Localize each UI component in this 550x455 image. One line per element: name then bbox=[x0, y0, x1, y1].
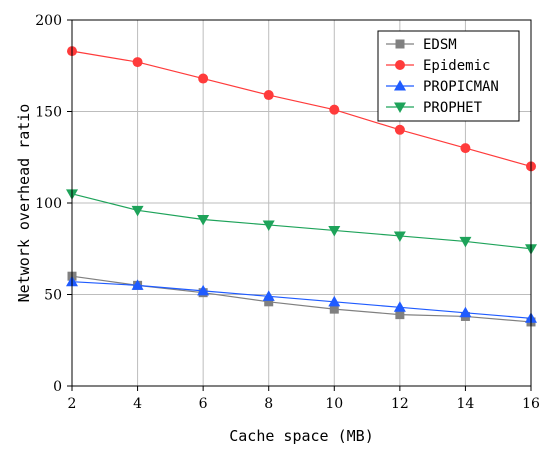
legend-marker bbox=[394, 80, 406, 91]
y-tick-label: 200 bbox=[35, 13, 62, 29]
legend-item-epidemic: Epidemic bbox=[386, 58, 490, 74]
x-axis-title: Cache space (MB) bbox=[229, 427, 374, 445]
tick-marks bbox=[67, 19, 532, 391]
y-tick-label: 0 bbox=[53, 379, 62, 395]
data-point-epidemic bbox=[198, 73, 209, 84]
legend-label: EDSM bbox=[423, 37, 457, 53]
data-point-epidemic bbox=[460, 143, 471, 154]
series-line-prophet bbox=[71, 193, 532, 250]
data-point-edsm bbox=[264, 297, 274, 307]
legend-item-edsm: EDSM bbox=[386, 37, 457, 53]
data-point-edsm bbox=[329, 304, 339, 314]
data-point-epidemic bbox=[329, 104, 340, 115]
data-point-prophet bbox=[131, 205, 144, 217]
legend-marker bbox=[394, 102, 406, 113]
x-tick-label: 4 bbox=[133, 396, 142, 412]
data-point-edsm bbox=[395, 310, 405, 320]
legend: EDSM Epidemic PROPICMAN PROPHET bbox=[377, 30, 520, 122]
data-point-propicman bbox=[197, 284, 210, 296]
series-prophet bbox=[66, 189, 537, 255]
y-tick-label: 150 bbox=[35, 105, 62, 121]
data-point-propicman bbox=[262, 290, 275, 301]
data-point-prophet bbox=[459, 236, 472, 248]
legend-label: Epidemic bbox=[423, 58, 490, 74]
data-point-propicman bbox=[328, 295, 341, 307]
x-tick-label: 16 bbox=[522, 396, 540, 412]
data-point-epidemic bbox=[263, 90, 274, 101]
x-tick-label: 14 bbox=[457, 396, 475, 412]
x-tick-label: 8 bbox=[264, 396, 273, 412]
data-point-prophet bbox=[393, 231, 406, 242]
y-tick-label: 50 bbox=[44, 288, 62, 304]
x-tick-label: 2 bbox=[68, 396, 77, 412]
x-tick-label: 10 bbox=[325, 396, 343, 412]
series-line-propicman bbox=[71, 281, 532, 319]
legend-item-prophet: PROPHET bbox=[386, 100, 483, 116]
legend-marker bbox=[395, 60, 405, 70]
data-point-epidemic bbox=[132, 57, 143, 68]
legend-marker bbox=[395, 39, 405, 49]
data-point-propicman bbox=[459, 306, 472, 318]
data-point-propicman bbox=[393, 301, 406, 312]
legend-item-propicman: PROPICMAN bbox=[386, 79, 499, 95]
data-point-prophet bbox=[262, 220, 275, 231]
series-line-epidemic bbox=[71, 50, 532, 167]
series-propicman bbox=[66, 275, 537, 323]
data-point-prophet bbox=[328, 225, 341, 237]
y-tick-labels: 0 50 100 150 200 bbox=[35, 13, 62, 395]
legend-label: PROPICMAN bbox=[423, 79, 499, 95]
data-point-epidemic bbox=[394, 124, 405, 135]
legend-label: PROPHET bbox=[423, 100, 483, 116]
x-tick-labels: 2 4 6 8 10 12 14 16 bbox=[68, 396, 540, 412]
y-axis-title: Network overhead ratio bbox=[15, 104, 33, 303]
x-tick-label: 6 bbox=[199, 396, 208, 412]
data-point-prophet bbox=[197, 214, 210, 226]
y-tick-label: 100 bbox=[35, 196, 62, 212]
x-tick-label: 12 bbox=[391, 396, 409, 412]
data-point-propicman bbox=[131, 279, 144, 290]
